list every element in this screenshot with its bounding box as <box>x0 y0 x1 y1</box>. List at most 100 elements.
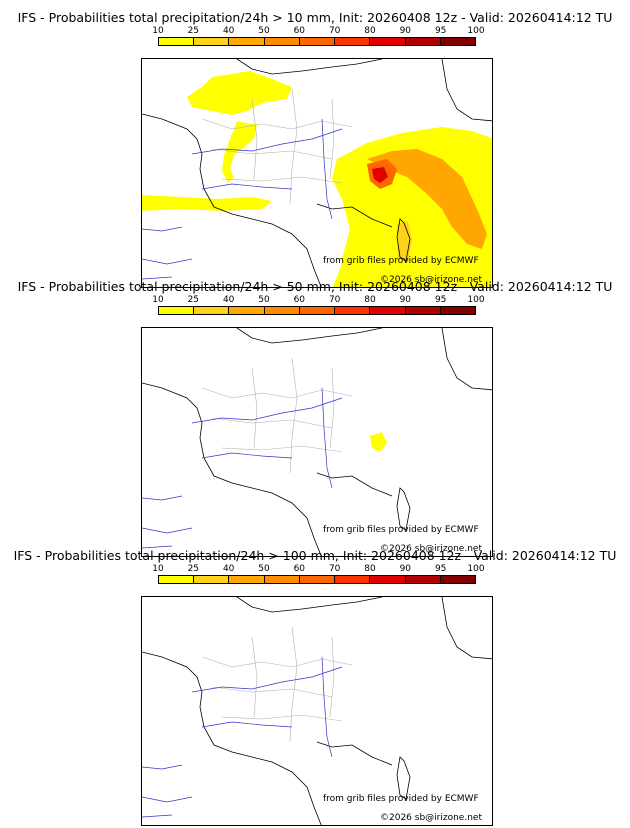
panel-title: IFS - Probabilities total precipitation/… <box>17 279 613 294</box>
scale-label: 70 <box>328 295 341 305</box>
scale-swatch <box>405 38 441 45</box>
coastline-path <box>316 741 393 766</box>
scale-swatch <box>194 38 230 45</box>
river-path <box>321 118 333 220</box>
scale-swatch <box>264 38 300 45</box>
precip-overlay-50mm <box>370 432 387 452</box>
color-scale-bar <box>158 306 476 315</box>
scale-swatch <box>264 576 300 583</box>
scale-swatch <box>194 307 230 314</box>
copyright-credit: ©2026 sb@irizone.net <box>380 275 482 285</box>
coastline-path <box>142 382 322 556</box>
scale-swatch <box>159 576 195 583</box>
scale-swatch <box>159 38 195 45</box>
scale-label: 90 <box>399 26 412 36</box>
scale-label: 80 <box>364 26 376 36</box>
scale-label: 40 <box>222 26 235 36</box>
scale-label: 100 <box>467 26 485 36</box>
coastline-path <box>316 203 393 228</box>
precip-area-alps-mid <box>367 149 487 249</box>
copyright-credit: ©2026 sb@irizone.net <box>380 544 482 554</box>
scale-label: 100 <box>467 295 485 305</box>
river-path <box>201 721 293 728</box>
scale-label: 50 <box>258 564 270 574</box>
precip-area-alps-core <box>372 167 388 183</box>
scale-label: 80 <box>364 564 376 574</box>
scale-swatch <box>299 38 336 45</box>
scale-label: 50 <box>258 295 270 305</box>
panel-100mm: IFS - Probabilities total precipitation/… <box>0 548 630 826</box>
panel-10mm: IFS - Probabilities total precipitation/… <box>0 10 630 288</box>
scale-label: 100 <box>467 564 485 574</box>
coastline-path <box>396 756 411 800</box>
river-path <box>201 452 293 459</box>
scale-swatch <box>440 307 475 314</box>
scale-label: 10 <box>152 295 164 305</box>
coastline-path <box>236 59 383 75</box>
precip-area-corsica <box>397 221 412 264</box>
scale-swatch <box>370 38 406 45</box>
scale-label: 10 <box>152 26 164 36</box>
river-path <box>142 764 193 818</box>
scale-label: 10 <box>152 564 164 574</box>
scale-label: 80 <box>364 295 376 305</box>
coastline-path <box>396 218 411 262</box>
scale-swatch <box>229 307 265 314</box>
map-50mm: from grib files provided by ECMWF ©2026 … <box>141 327 493 557</box>
precip-area-west <box>222 121 257 183</box>
scale-swatch <box>335 38 371 45</box>
scale-label: 95 <box>434 564 447 574</box>
coastline-path <box>142 651 322 825</box>
scale-swatch <box>299 307 336 314</box>
scale-swatch <box>440 576 475 583</box>
river-path <box>321 387 333 489</box>
scale-swatch <box>335 576 371 583</box>
scale-label: 25 <box>187 295 200 305</box>
coastline-path <box>441 328 492 391</box>
scale-label: 50 <box>258 26 270 36</box>
river-path <box>201 183 293 190</box>
map-svg <box>142 59 492 287</box>
precip-area-alps-small <box>370 432 387 452</box>
river-path <box>142 495 193 549</box>
source-credit: from grib files provided by ECMWF <box>323 794 479 804</box>
river-path <box>191 128 343 155</box>
scale-label: 60 <box>293 295 306 305</box>
scale-swatch <box>264 307 300 314</box>
river-path <box>191 397 343 424</box>
coastline-path <box>396 487 411 531</box>
map-svg <box>142 597 492 825</box>
source-credit: from grib files provided by ECMWF <box>323 256 479 266</box>
scale-label: 95 <box>434 26 447 36</box>
color-scale-bar <box>158 37 476 46</box>
map-10mm: from grib files provided by ECMWF ©2026 … <box>141 58 493 288</box>
river-path <box>191 666 343 693</box>
scale-swatch <box>370 576 406 583</box>
region-border-path <box>201 357 353 474</box>
scale-label: 70 <box>328 26 341 36</box>
scale-swatch <box>405 576 441 583</box>
copyright-credit: ©2026 sb@irizone.net <box>380 813 482 823</box>
region-border-path <box>201 88 353 205</box>
coastline-path <box>316 472 393 497</box>
scale-swatch <box>370 307 406 314</box>
scale-swatch <box>335 307 371 314</box>
precip-overlay-10mm <box>142 71 492 287</box>
map-100mm: from grib files provided by ECMWF ©2026 … <box>141 596 493 826</box>
precip-area-north <box>187 71 292 115</box>
scale-label: 60 <box>293 26 306 36</box>
precip-area-sea <box>332 259 451 287</box>
scale-swatch <box>299 576 336 583</box>
panel-title: IFS - Probabilities total precipitation/… <box>17 10 613 25</box>
panel-50mm: IFS - Probabilities total precipitation/… <box>0 279 630 557</box>
coastline-path <box>142 113 322 287</box>
scale-label: 90 <box>399 295 412 305</box>
river-path <box>321 656 333 758</box>
color-scale-labels: 10 25 40 50 60 70 80 90 95 100 <box>152 564 484 575</box>
coastline-path <box>236 597 383 613</box>
coastline-path <box>441 59 492 122</box>
scale-swatch <box>405 307 441 314</box>
color-scale-bar <box>158 575 476 584</box>
color-scale-labels: 10 25 40 50 60 70 80 90 95 100 <box>152 295 484 306</box>
source-credit: from grib files provided by ECMWF <box>323 525 479 535</box>
